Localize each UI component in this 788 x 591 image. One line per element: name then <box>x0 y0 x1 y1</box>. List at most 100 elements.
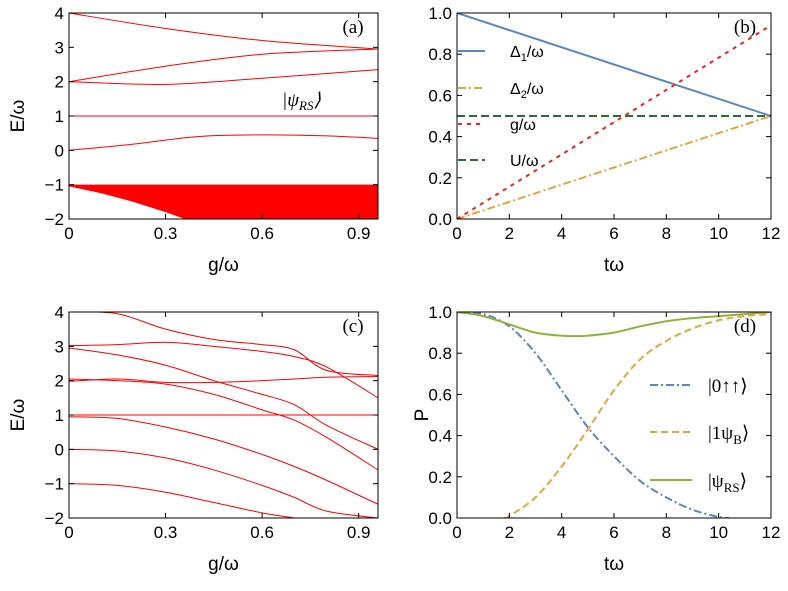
y-axis-label: E/ω <box>8 398 29 431</box>
legend-sub: 2 <box>521 89 527 101</box>
legend-label: |1ψB⟩ <box>708 423 749 447</box>
data-layer <box>457 13 771 219</box>
x-axis-label: g/ω <box>208 554 239 575</box>
legend-text: g/ω <box>510 117 536 134</box>
y-tick-label: 0.2 <box>428 468 452 487</box>
x-tick-label: 10 <box>709 224 728 243</box>
legend-text: |1ψ <box>708 423 733 444</box>
x-tick-label: 0.3 <box>154 523 178 542</box>
energy-level-line <box>69 48 378 83</box>
legend-label: |ψRS⟩ <box>708 471 747 495</box>
panel-label: (b) <box>734 17 756 38</box>
legend-label: g/ω <box>510 117 536 134</box>
data-layer <box>69 312 378 518</box>
energy-level-line <box>69 376 378 384</box>
legend-label: Δ1/ω <box>510 44 544 64</box>
legend-text: Δ <box>510 81 521 98</box>
series-line-2 <box>457 115 771 219</box>
y-tick-label: 0 <box>55 440 64 459</box>
y-tick-label: 3 <box>55 337 64 356</box>
y-tick-label: 0.8 <box>428 45 452 64</box>
legend-text: |0↑↑⟩ <box>708 376 748 397</box>
x-axis-label: g/ω <box>208 255 239 276</box>
x-tick-label: 0.3 <box>154 224 178 243</box>
panel-c: 0 0.3 0.6 0.9 4 3 2 1 0 −1 −2 g/ω E/ω (c) <box>8 303 379 575</box>
series-line-1 <box>457 13 771 117</box>
legend-text: U/ω <box>510 153 539 170</box>
y-tick-label: 1 <box>55 107 64 126</box>
legend-label: Δ2/ω <box>510 81 544 101</box>
y-tick-label: 2 <box>55 73 64 92</box>
series-line-RS <box>457 312 771 338</box>
y-axis-label: E/ω <box>8 99 29 132</box>
y-tick-label: 0.4 <box>428 427 452 446</box>
x-tick-label: 0 <box>452 523 461 542</box>
y-tick-label: 2 <box>55 372 64 391</box>
x-tick-label: 0.6 <box>250 523 274 542</box>
energy-level-line <box>69 312 378 377</box>
energy-level-line <box>69 448 378 518</box>
x-axis-label: tω <box>604 255 624 276</box>
y-tick-label: 1 <box>55 406 64 425</box>
data-layer <box>457 312 771 518</box>
continuum-band <box>69 184 378 219</box>
x-tick-label: 12 <box>762 224 781 243</box>
panel-label: (a) <box>342 17 363 38</box>
y-tick-label: 4 <box>55 4 64 23</box>
x-tick-label: 6 <box>609 523 618 542</box>
y-tick-label: 0.0 <box>428 210 452 229</box>
series-line-1B <box>503 313 771 518</box>
x-tick-label: 4 <box>557 224 566 243</box>
y-axis-label: P <box>412 409 433 422</box>
legend-label: |0↑↑⟩ <box>708 376 748 397</box>
x-tick-label: 2 <box>505 224 514 243</box>
y-tick-label: −1 <box>45 176 64 195</box>
legend-text: Δ <box>510 44 521 61</box>
panel-b: 0 2 4 6 8 10 121.00.80.60.40.20.0tω(b)Δ1/ωΔ2/ω… <box>428 4 780 276</box>
x-tick-label: 10 <box>709 523 728 542</box>
energy-level-line <box>69 341 378 399</box>
y-tick-label: −1 <box>45 475 64 494</box>
panel-d: 0 2 4 6 8 10 12 1.0 0.8 0.6 0.4 0.2 0.0 tω P (d) |0↑↑⟩ |1… <box>412 303 780 575</box>
x-tick-label: 0.9 <box>347 523 371 542</box>
x-axis-label: tω <box>604 554 624 575</box>
y-tick-label: 0.2 <box>428 169 452 188</box>
legend-text: ⟩ <box>742 423 749 444</box>
legend-text: /ω <box>527 81 544 98</box>
y-tick-label: 0.0 <box>428 509 452 528</box>
legend-sub: RS <box>724 480 740 495</box>
x-tick-label: 0.6 <box>250 224 274 243</box>
x-tick-label: 0 <box>452 224 461 243</box>
panel-a: 0 0.3 0.6 0.9 4 3 2 1 0 −1 −2 g/ω E/ω (a) |ψRS⟩ <box>8 4 379 276</box>
x-tick-label: 0 <box>64 523 73 542</box>
legend-label: U/ω <box>510 153 539 170</box>
x-tick-label: 12 <box>762 523 781 542</box>
panel-label: (c) <box>342 316 363 337</box>
y-tick-label: 1.0 <box>428 4 452 23</box>
energy-level-line <box>69 13 378 50</box>
psi-rs-annotation: |ψRS⟩ <box>282 90 321 113</box>
energy-level-line <box>69 134 378 151</box>
y-tick-label: 0 <box>55 141 64 160</box>
energy-level-line <box>69 347 378 450</box>
x-tick-label: 6 <box>609 224 618 243</box>
annotation-part: ⟩ <box>313 90 321 111</box>
legend-text: ⟩ <box>740 471 747 492</box>
y-tick-label: −2 <box>45 210 64 229</box>
x-tick-label: 0 <box>64 224 73 243</box>
y-tick-label: 0.4 <box>428 128 452 147</box>
energy-level-line <box>69 378 378 471</box>
series-line-0 <box>457 312 730 518</box>
legend-sub: 1 <box>521 52 527 64</box>
series-line-g <box>457 24 771 219</box>
legend-text: /ω <box>527 44 544 61</box>
y-tick-label: −2 <box>45 509 64 528</box>
y-tick-label: 1.0 <box>428 303 452 322</box>
y-tick-label: 4 <box>55 303 64 322</box>
energy-level-line <box>69 69 378 85</box>
x-tick-label: 2 <box>505 523 514 542</box>
energy-level-line <box>69 483 295 518</box>
y-tick-label: 3 <box>55 38 64 57</box>
